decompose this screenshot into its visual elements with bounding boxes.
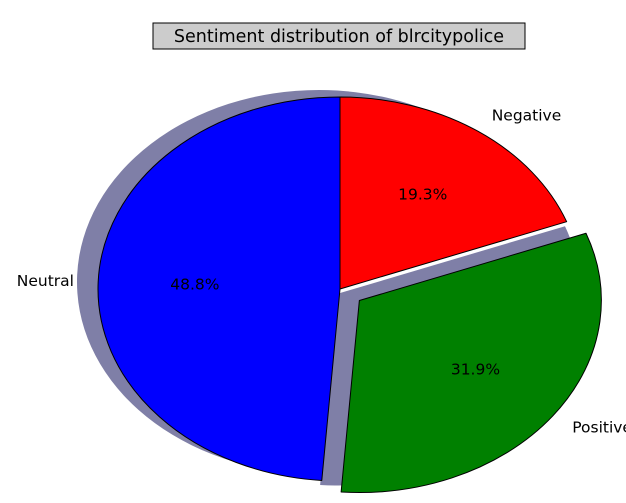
chart-title-text: Sentiment distribution of blrcitypolice <box>174 27 504 47</box>
chart-title-box <box>152 22 526 50</box>
slice-percent-negative: 19.3% <box>398 185 447 203</box>
slice-label-negative: Negative <box>492 106 562 124</box>
slice-neutral <box>97 96 341 481</box>
slice-positive <box>340 232 602 493</box>
slice-percent-neutral: 48.8% <box>170 276 219 294</box>
slice-label-neutral: Neutral <box>17 272 74 290</box>
slice-label-positive: Positive <box>572 418 626 436</box>
pie-slices <box>97 96 602 493</box>
pie-labels: Negative 19.3% Positive 31.9% Neutral 48.8% <box>17 106 626 436</box>
chart-title: Sentiment distribution of blrcitypolice <box>152 22 526 50</box>
slice-percent-positive: 31.9% <box>451 361 500 379</box>
slice-negative <box>339 96 568 290</box>
